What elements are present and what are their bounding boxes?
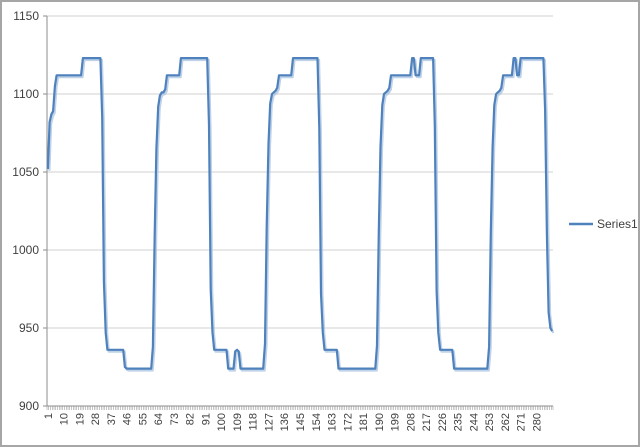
y-axis-label: 1000: [12, 243, 39, 257]
x-axis-label: 1: [43, 413, 55, 419]
x-axis-label: 82: [185, 413, 197, 425]
x-axis-label: 271: [516, 413, 528, 431]
x-axis-label: 28: [90, 413, 102, 425]
legend-series-label: Series1: [597, 217, 638, 231]
x-axis-label: 154: [311, 413, 323, 431]
y-axis-label: 1100: [13, 87, 39, 101]
x-axis-label: 91: [200, 413, 212, 425]
x-axis-label: 163: [327, 413, 339, 431]
x-axis-label: 262: [500, 413, 512, 431]
x-axis-label: 37: [106, 413, 118, 425]
x-axis-label: 19: [74, 413, 86, 425]
x-axis-label: 127: [263, 413, 275, 431]
x-axis-label: 199: [390, 413, 402, 431]
x-axis-label: 136: [279, 413, 291, 431]
x-axis-label: 172: [342, 413, 354, 431]
x-axis-label: 46: [122, 413, 134, 425]
x-axis-label: 55: [137, 413, 149, 425]
x-axis-label: 226: [437, 413, 449, 431]
x-axis-label: 217: [421, 413, 433, 431]
x-axis-label: 208: [405, 413, 417, 431]
x-axis-label: 100: [216, 413, 228, 431]
x-axis-label: 109: [232, 413, 244, 431]
x-axis-label: 73: [169, 413, 181, 425]
x-axis-label: 190: [374, 413, 386, 431]
y-axis-label: 950: [19, 321, 39, 335]
x-axis-label: 253: [484, 413, 496, 431]
legend-line-swatch: [569, 222, 593, 226]
x-axis-label: 10: [59, 413, 71, 425]
y-axis-label: 1050: [12, 165, 39, 179]
y-axis-label: 1150: [13, 9, 39, 23]
x-axis-label: 145: [295, 413, 307, 431]
x-axis-label: 64: [153, 413, 165, 425]
legend: Series1: [568, 217, 638, 231]
x-axis-label: 244: [468, 413, 480, 431]
x-axis-label: 235: [453, 413, 465, 431]
x-axis-label: 181: [358, 413, 370, 431]
x-axis-label: 280: [531, 413, 543, 431]
series-line-shadow: [48, 58, 555, 372]
x-axis-label: 118: [248, 413, 260, 431]
y-axis-label: 900: [19, 399, 39, 413]
series-line: [46, 56, 554, 370]
